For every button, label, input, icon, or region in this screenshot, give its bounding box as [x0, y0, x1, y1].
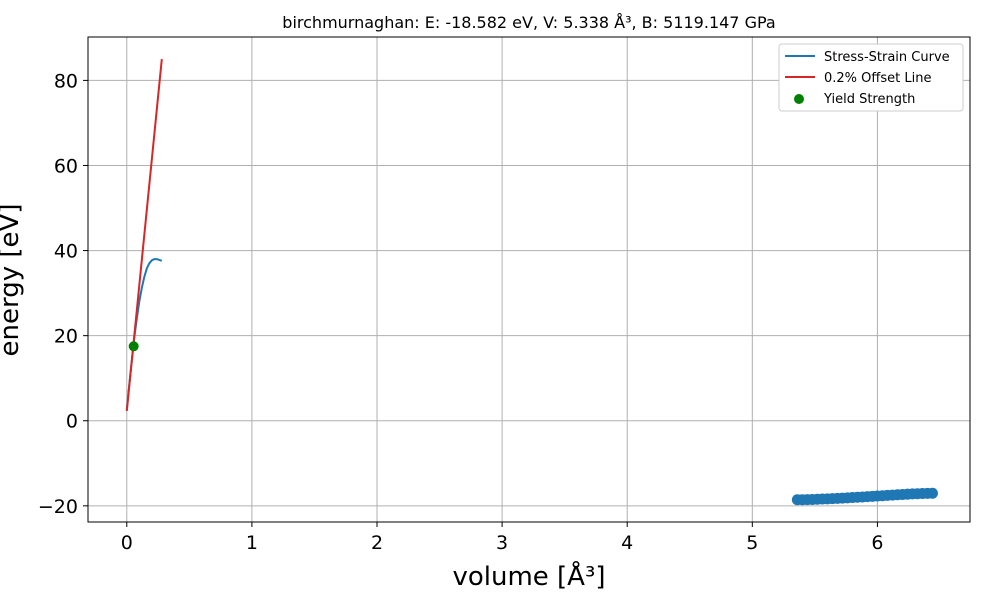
y-tick-label: −20	[38, 496, 78, 518]
plot-area	[125, 59, 938, 506]
legend-box	[778, 43, 964, 112]
legend-swatch-yield-strength	[794, 94, 804, 104]
x-tick-label: 3	[496, 532, 508, 554]
y-tick-label: 60	[54, 155, 78, 177]
yield-strength-point	[128, 341, 139, 352]
x-tick-label: 4	[621, 532, 633, 554]
offset-line	[125, 59, 163, 412]
legend: Stress-Strain Curve 0.2% Offset Line Yie…	[778, 43, 964, 112]
legend-label-stress-strain: Stress-Strain Curve	[824, 50, 950, 65]
legend-label-offset-line: 0.2% Offset Line	[824, 71, 931, 86]
x-tick-label: 0	[121, 532, 133, 554]
axis-ticks: 0 1 2 3 4 5 6 −20 0 20 40 60 80	[38, 70, 884, 554]
x-axis-label: volume [Å³]	[452, 560, 605, 592]
x-tick-label: 6	[871, 532, 883, 554]
x-tick-label: 2	[371, 532, 383, 554]
x-tick-label: 5	[746, 532, 758, 554]
energy-volume-point	[926, 487, 938, 499]
legend-label-yield-strength: Yield Strength	[823, 92, 915, 107]
y-axis-label: energy [eV]	[0, 204, 25, 357]
plot-frame	[87, 36, 971, 523]
y-tick-label: 20	[54, 326, 78, 348]
chart-title: birchmurnaghan: E: -18.582 eV, V: 5.338 …	[282, 13, 775, 32]
y-tick-label: 40	[54, 241, 78, 263]
y-tick-label: 80	[54, 70, 78, 92]
x-tick-label: 1	[246, 532, 258, 554]
y-tick-label: 0	[66, 411, 78, 433]
stress-strain-curve-line	[125, 258, 163, 411]
